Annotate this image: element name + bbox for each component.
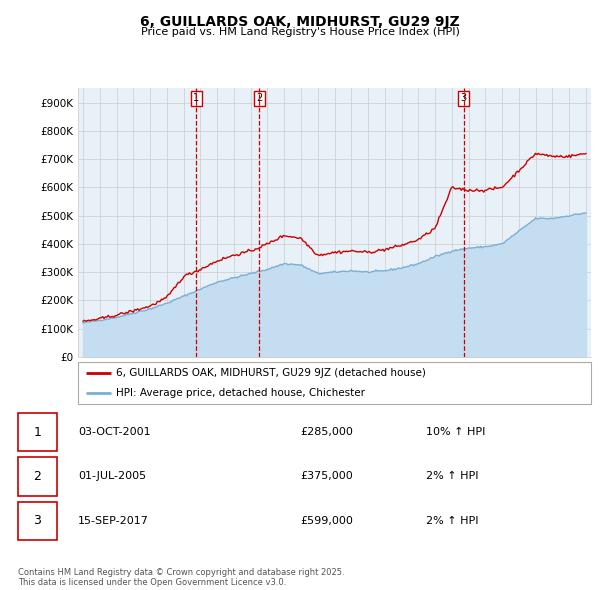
Text: 1: 1 (34, 425, 41, 439)
Text: 10% ↑ HPI: 10% ↑ HPI (426, 427, 485, 437)
Text: 3: 3 (34, 514, 41, 527)
Text: £375,000: £375,000 (300, 471, 353, 481)
Text: 2: 2 (256, 93, 262, 103)
Text: HPI: Average price, detached house, Chichester: HPI: Average price, detached house, Chic… (116, 388, 365, 398)
Text: 2: 2 (34, 470, 41, 483)
Text: 3: 3 (461, 93, 467, 103)
Text: 2% ↑ HPI: 2% ↑ HPI (426, 471, 479, 481)
Text: 01-JUL-2005: 01-JUL-2005 (78, 471, 146, 481)
Text: 15-SEP-2017: 15-SEP-2017 (78, 516, 149, 526)
Text: 03-OCT-2001: 03-OCT-2001 (78, 427, 151, 437)
Text: Price paid vs. HM Land Registry's House Price Index (HPI): Price paid vs. HM Land Registry's House … (140, 27, 460, 37)
Text: 6, GUILLARDS OAK, MIDHURST, GU29 9JZ: 6, GUILLARDS OAK, MIDHURST, GU29 9JZ (140, 15, 460, 29)
FancyBboxPatch shape (78, 362, 591, 404)
Text: £599,000: £599,000 (300, 516, 353, 526)
Text: Contains HM Land Registry data © Crown copyright and database right 2025.
This d: Contains HM Land Registry data © Crown c… (18, 568, 344, 587)
Text: £285,000: £285,000 (300, 427, 353, 437)
Text: 1: 1 (193, 93, 199, 103)
Text: 2% ↑ HPI: 2% ↑ HPI (426, 516, 479, 526)
Text: 6, GUILLARDS OAK, MIDHURST, GU29 9JZ (detached house): 6, GUILLARDS OAK, MIDHURST, GU29 9JZ (de… (116, 368, 427, 378)
